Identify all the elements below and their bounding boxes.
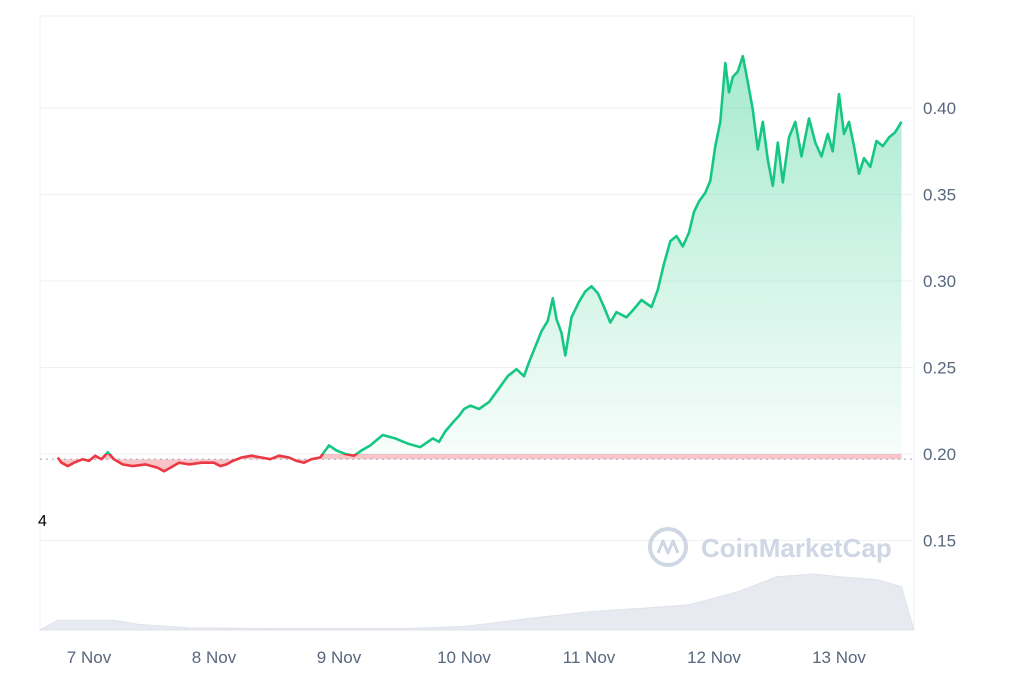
y-tick-label: 0.20 xyxy=(923,445,956,464)
x-axis: 7 Nov 8 Nov 9 Nov 10 Nov 11 Nov 12 Nov 13 Nov xyxy=(67,648,867,667)
price-line-up xyxy=(104,54,903,454)
x-tick-label: 11 Nov xyxy=(563,648,616,667)
x-tick-label: 8 Nov xyxy=(192,648,237,667)
price-area xyxy=(57,56,902,472)
x-tick-label: 9 Nov xyxy=(317,648,362,667)
y-axis: 0.15 0.20 0.25 0.30 0.35 0.40 xyxy=(923,99,956,551)
corner-label: 4 xyxy=(38,513,47,530)
x-tick-label: 13 Nov xyxy=(812,648,866,667)
x-tick-label: 7 Nov xyxy=(67,648,112,667)
y-tick-label: 0.35 xyxy=(923,186,956,205)
price-line-down xyxy=(56,454,359,473)
x-tick-label: 12 Nov xyxy=(687,648,741,667)
price-lines xyxy=(56,54,903,473)
y-tick-label: 0.40 xyxy=(923,99,956,118)
coinmarketcap-logo-icon xyxy=(648,527,688,567)
watermark: CoinMarketCap xyxy=(648,527,892,567)
volume-layer xyxy=(39,573,915,631)
volume-area xyxy=(39,573,915,631)
y-tick-label: 0.25 xyxy=(923,359,956,378)
x-tick-label: 10 Nov xyxy=(437,648,491,667)
price-area-down xyxy=(57,454,902,472)
price-area-up xyxy=(106,56,902,454)
y-tick-label: 0.30 xyxy=(923,272,956,291)
y-tick-label: 0.15 xyxy=(923,532,956,551)
watermark-text: CoinMarketCap xyxy=(701,533,892,563)
